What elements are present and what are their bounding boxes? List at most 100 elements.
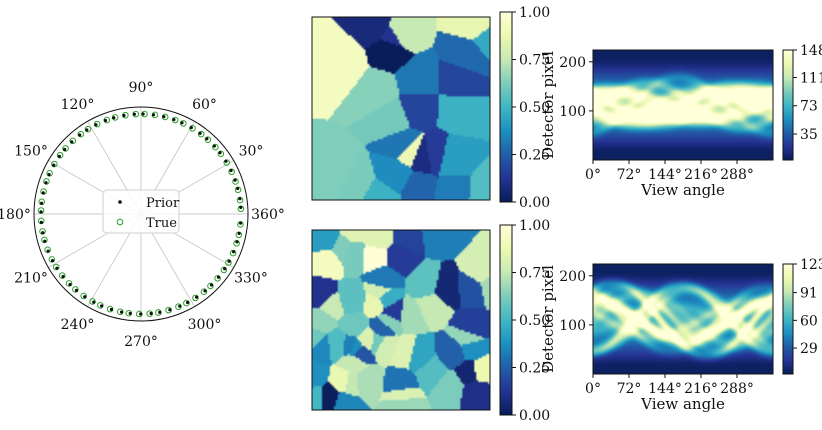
colorbar-sinogram-top: 35 73 111 148 <box>782 43 822 161</box>
phantom-frame <box>311 16 491 201</box>
prior-point <box>209 283 214 287</box>
prior-point <box>39 210 43 214</box>
true-point <box>175 303 182 311</box>
colorbar-tick-label: 111 <box>800 71 822 87</box>
sinogram-xtick-label: 144° <box>648 381 682 397</box>
prior-point <box>119 310 124 314</box>
sinogram-xtick-label: 72° <box>617 167 642 183</box>
sinogram-bottom: 100 200 0° 72° 144° 216° 288°View angle Detecto… <box>539 263 774 413</box>
prior-point <box>236 186 240 191</box>
true-point <box>225 259 232 266</box>
polar-tick-label: 300° <box>188 317 222 333</box>
colorbar-gradient <box>783 50 793 160</box>
prior-point <box>83 295 87 299</box>
prior-point <box>85 128 89 132</box>
polar-tick-label: 120° <box>61 97 95 113</box>
true-point <box>192 294 199 302</box>
prior-point <box>78 133 82 137</box>
prior-point <box>94 123 98 127</box>
prior-point <box>227 259 231 263</box>
polar-tick-label: 330° <box>234 271 268 287</box>
sinogram-xtick-label: 144° <box>648 167 682 183</box>
sinogram-xtick-label: 288° <box>720 381 754 397</box>
polar-outer-ring <box>33 106 249 322</box>
prior-point <box>63 147 67 152</box>
prior-point <box>132 112 136 116</box>
true-point <box>58 272 66 279</box>
prior-point <box>180 121 184 125</box>
true-point <box>48 256 56 263</box>
prior-point <box>44 181 48 185</box>
legend-label-prior: Prior <box>146 196 180 211</box>
prior-point <box>43 239 47 243</box>
prior-point <box>122 113 126 118</box>
colorbar-tick-label: 0.50 <box>519 313 550 329</box>
prior-point <box>229 168 233 173</box>
polar-tick-label: 240° <box>61 317 95 333</box>
legend-label-true: True <box>146 216 177 231</box>
prior-point <box>39 201 44 205</box>
true-point <box>189 124 196 132</box>
colorbar-gradient <box>783 264 793 374</box>
true-point <box>197 130 205 138</box>
prior-point <box>168 308 172 312</box>
prior-point <box>233 178 237 182</box>
prior-point <box>151 113 156 117</box>
sinogram-ylabel: Detector pixel <box>539 265 557 373</box>
polar-legend: Prior True <box>102 189 180 234</box>
colorbar-sinogram-bottom: 29 60 91 123 <box>782 257 822 375</box>
true-point <box>62 145 69 152</box>
polar-tick-label: 30° <box>239 144 264 160</box>
prior-point <box>139 312 143 316</box>
polar-tick-label: 150° <box>14 144 48 160</box>
prior-point <box>195 295 199 299</box>
prior-point <box>61 275 65 279</box>
colorbar-frame <box>782 263 794 375</box>
true-point <box>77 130 85 138</box>
prior-point <box>149 311 153 316</box>
polar-plot: 360° 30° 60° 90° 120° 150° 180° 210° 240° 270° 300… <box>0 80 285 350</box>
sinogram-xlabel: View angle <box>640 395 725 413</box>
prior-point <box>235 240 239 244</box>
true-point <box>46 170 53 177</box>
prior-point <box>92 300 96 304</box>
colorbar-tick-label: 0.25 <box>519 148 550 164</box>
sinogram-ylabel: Detector pixel <box>539 51 557 159</box>
colorbar-tick-label: 0.75 <box>519 53 550 69</box>
sinogram-top: 100 200 0° 72° 144° 216° 288°View angle Detecto… <box>539 49 774 199</box>
prior-point <box>162 115 166 119</box>
true-point <box>93 120 101 128</box>
sinogram-frame <box>592 263 774 375</box>
true-point <box>51 160 58 168</box>
polar-tick-label: 270° <box>124 334 158 350</box>
prior-point <box>103 118 108 123</box>
colorbar-frame <box>782 49 794 161</box>
true-point <box>214 274 221 282</box>
true-point <box>204 136 212 143</box>
prior-point <box>52 163 56 167</box>
prior-point <box>47 173 51 177</box>
prior-point <box>203 289 207 293</box>
prior-point <box>158 310 162 314</box>
prior-point <box>74 288 79 292</box>
prior-point <box>68 282 72 287</box>
prior-point <box>39 220 43 224</box>
prior-point <box>100 304 104 308</box>
colorbar-tick-label: 29 <box>800 341 818 357</box>
colorbar-gradient <box>500 225 512 415</box>
colorbar-tick-label: 0.00 <box>519 195 550 211</box>
prior-point <box>237 231 241 236</box>
prior-point <box>239 205 243 209</box>
true-point <box>89 298 96 305</box>
prior-point <box>128 311 132 316</box>
colorbar-phantom-top: 0.00 0.25 0.50 0.75 1.00 <box>499 5 550 211</box>
true-point <box>220 266 228 274</box>
true-point <box>179 120 187 127</box>
colorbar-tick-label: 0.75 <box>519 266 550 282</box>
true-point <box>200 288 208 296</box>
prior-point <box>224 159 228 163</box>
prior-point <box>50 259 55 263</box>
sinogram-xtick-label: 72° <box>617 381 642 397</box>
true-point <box>69 137 77 145</box>
true-point <box>217 150 225 158</box>
